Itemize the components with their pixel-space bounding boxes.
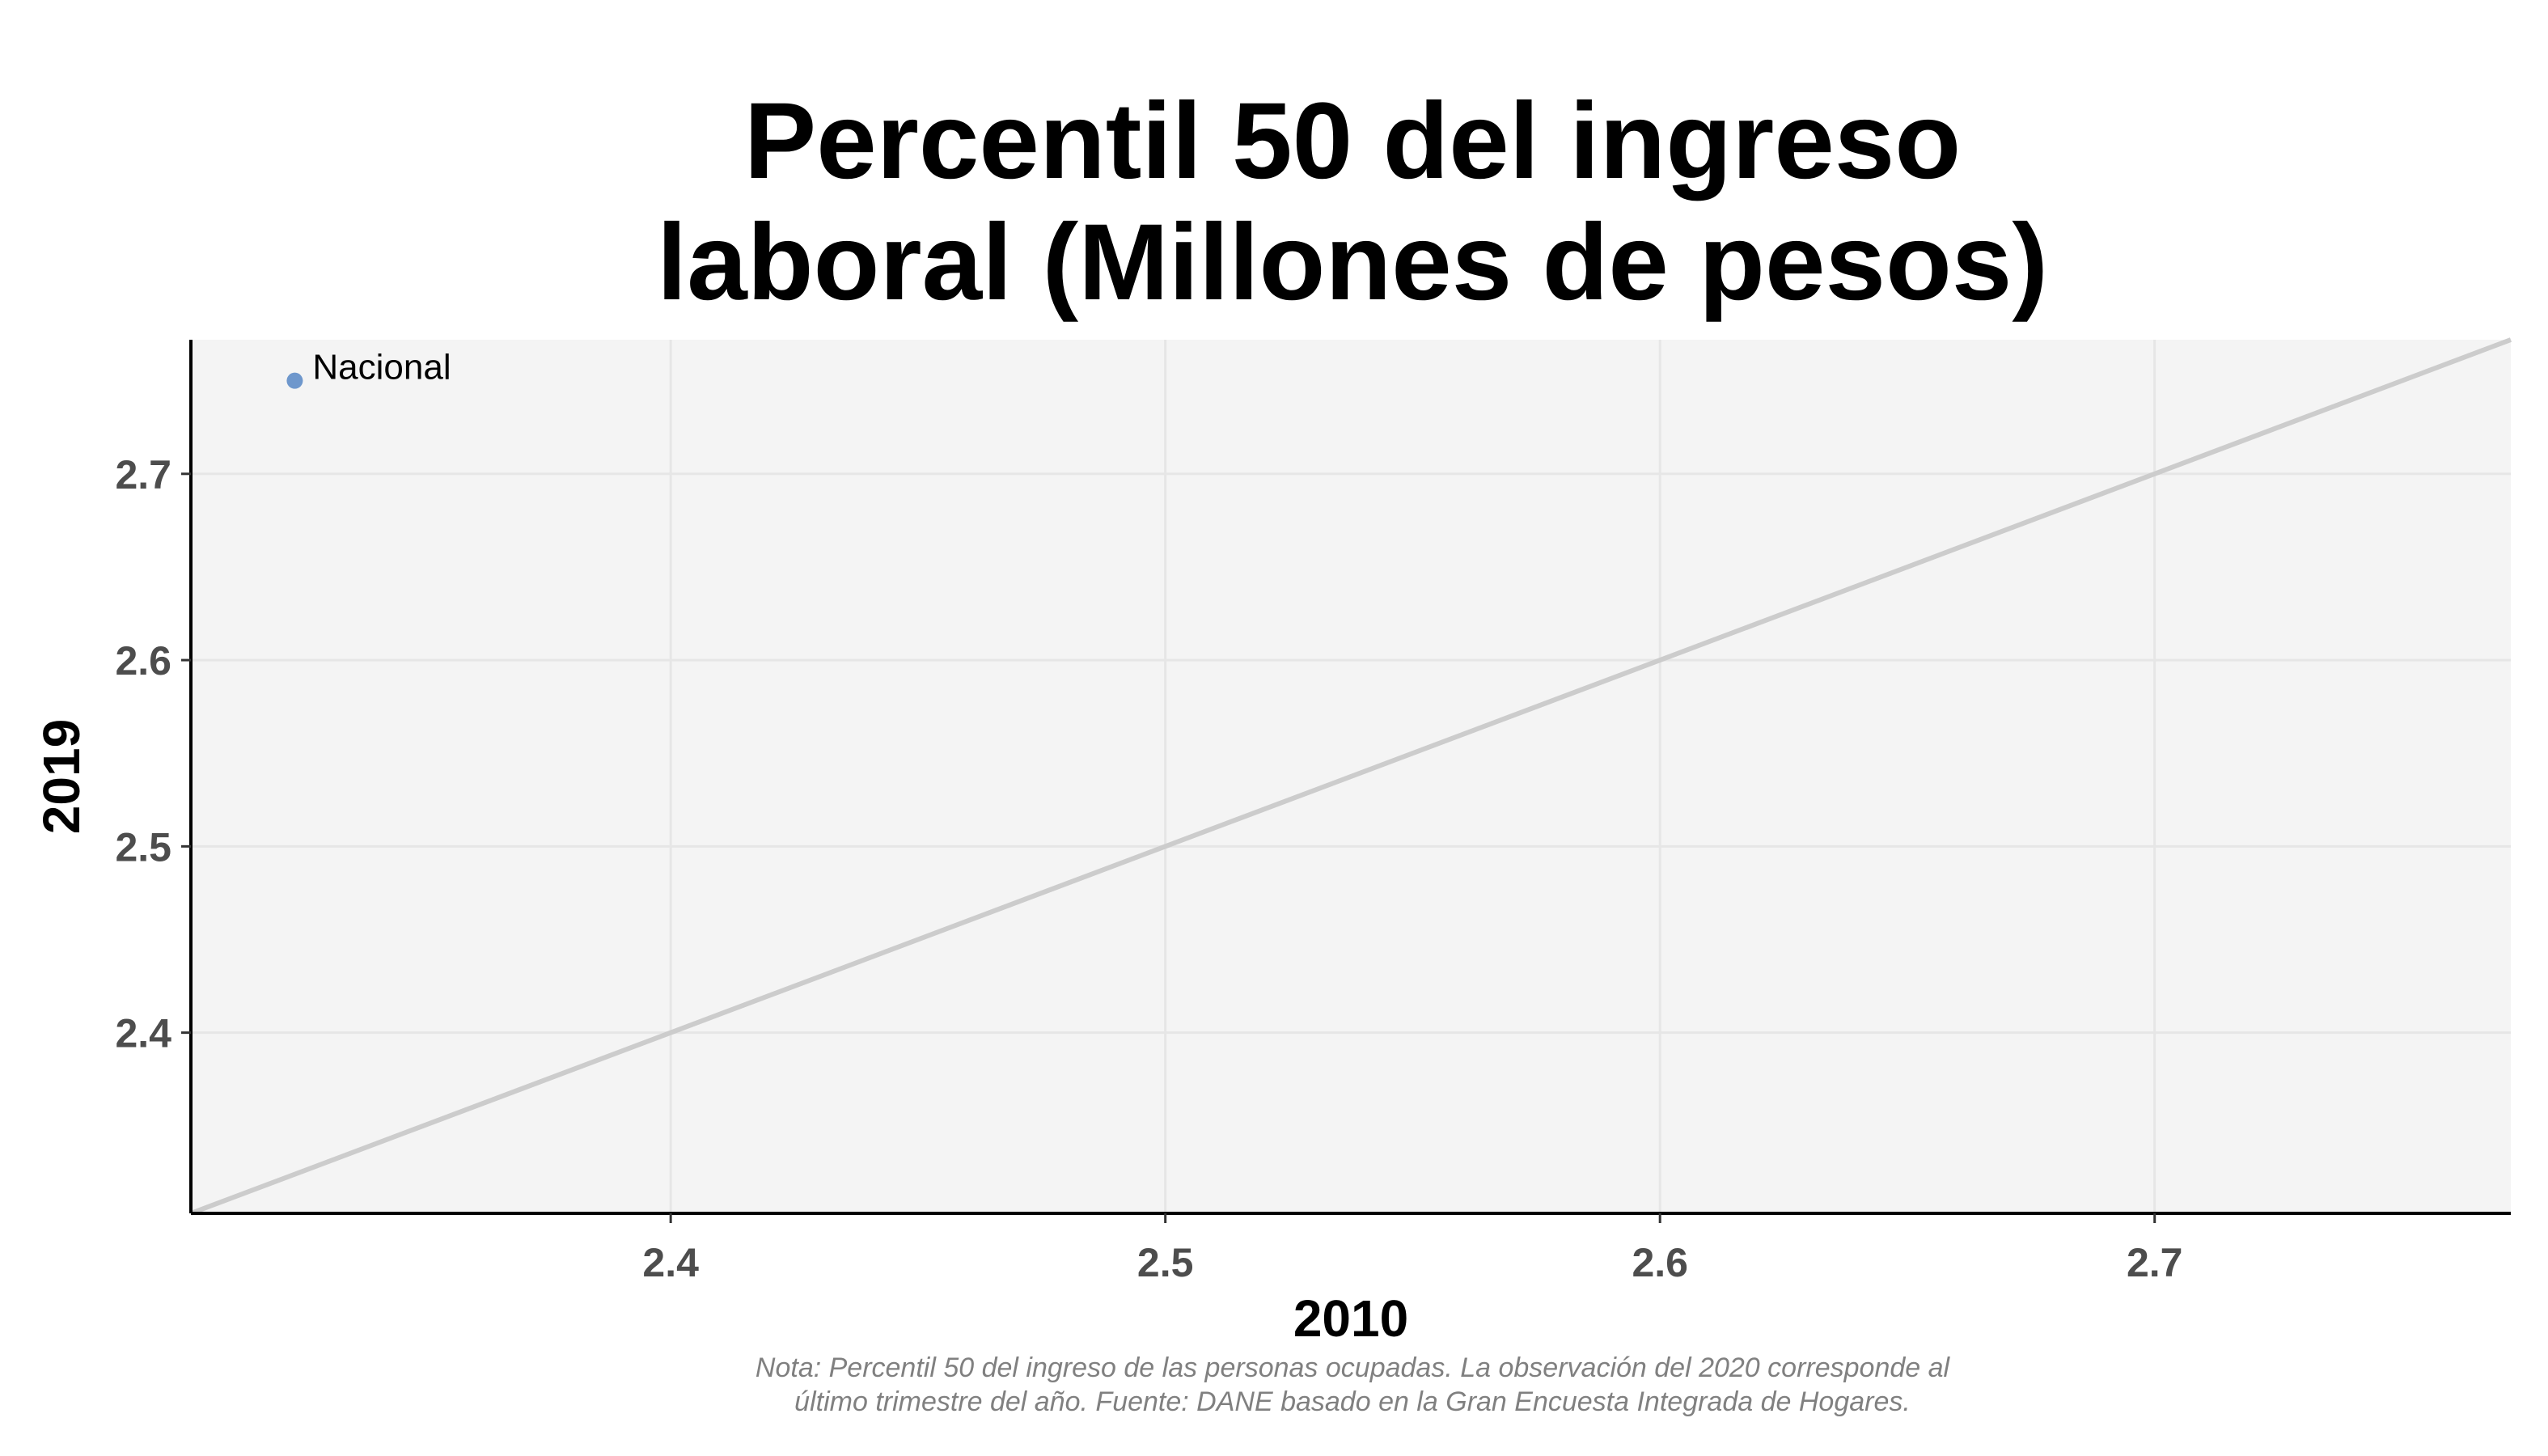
y-tick-label: 2.6 [115,638,171,684]
data-point [286,372,303,389]
chart-title-line-1: Percentil 50 del ingreso [744,81,1961,201]
x-tick-label: 2.5 [1137,1240,1194,1285]
y-tick-label: 2.5 [115,824,171,870]
y-axis-title: 2019 [32,719,91,834]
reference-line [189,337,2512,1216]
x-axis-title: 2010 [1293,1289,1408,1348]
chart-title-line-2: laboral (Millones de pesos) [657,202,2048,323]
caption-line-2: último trimestre del año. Fuente: DANE b… [794,1386,1911,1417]
grid-lines [191,340,2511,1213]
x-tick-label: 2.4 [642,1240,699,1285]
x-tick-label: 2.6 [1632,1240,1688,1285]
x-tick-label: 2.7 [2127,1240,2183,1285]
data-point-label: Nacional [312,348,451,387]
x-axis-ticks: 2.4 2.5 2.6 2.7 [642,1213,2182,1285]
caption-line-1: Nota: Percentil 50 del ingreso de las pe… [756,1352,1951,1383]
y-axis-ticks: 2.4 2.5 2.6 2.7 [115,452,191,1056]
data-points: Nacional [286,348,451,389]
y-tick-label: 2.7 [115,452,171,497]
y-tick-label: 2.4 [115,1011,171,1056]
